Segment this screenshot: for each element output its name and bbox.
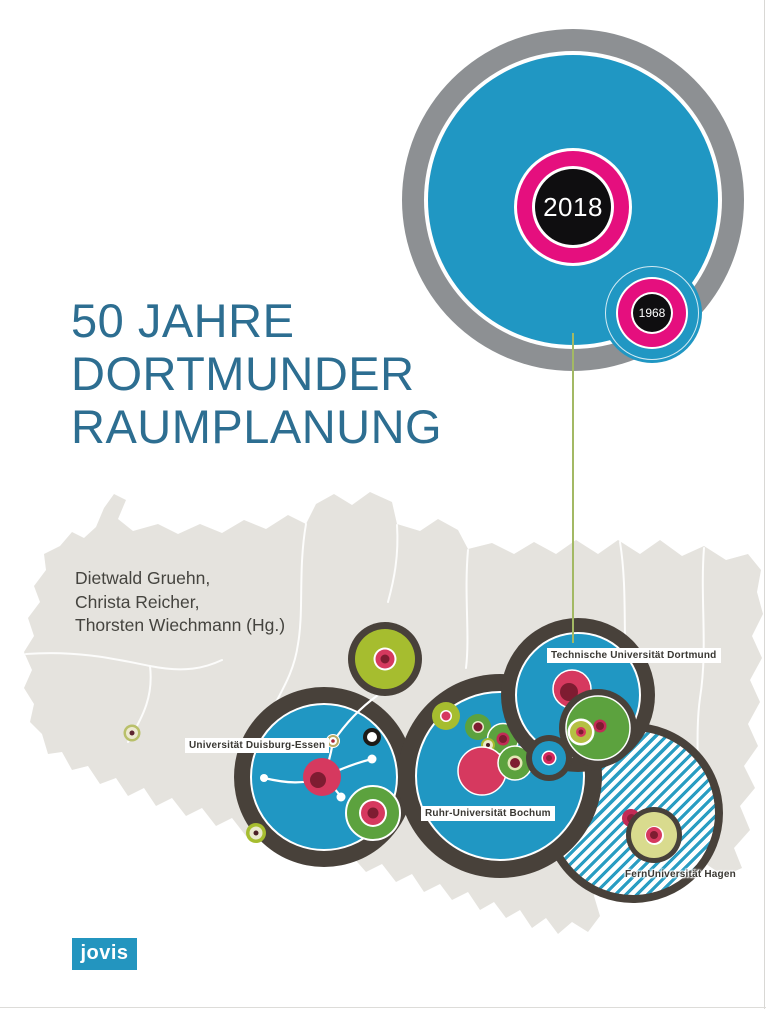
editors-list: Dietwald Gruehn, Christa Reicher, Thorst… xyxy=(75,567,285,638)
publisher-logo: jovis xyxy=(72,938,137,970)
editor-name: Dietwald Gruehn, xyxy=(75,568,211,588)
timeline-connector-line xyxy=(571,333,574,643)
year-bubble-1968-inner-outline xyxy=(605,266,699,360)
title-line-2: DORTMUNDER xyxy=(71,347,415,400)
title-line-1: 50 JAHRE xyxy=(71,294,295,347)
cover-bottom-edge xyxy=(0,1006,766,1008)
editor-name: Thorsten Wiechmann (Hg.) xyxy=(75,615,286,635)
cover-right-edge xyxy=(763,0,765,1009)
university-label-hagen: FernUniversität Hagen xyxy=(625,869,736,880)
hagen-center-core xyxy=(650,831,658,839)
title-line-3: RAUMPLANUNG xyxy=(71,400,443,453)
year-label-1968: 1968 xyxy=(633,294,671,332)
editor-name: Christa Reicher, xyxy=(75,591,200,612)
university-label-bochum: Ruhr-Universität Bochum xyxy=(421,806,555,821)
university-label-dortmund: Technische Universität Dortmund xyxy=(547,648,721,663)
university-label-duisburg-essen: Universität Duisburg-Essen xyxy=(185,738,330,753)
page-title: 50 JAHRE DORTMUNDER RAUMPLANUNG xyxy=(71,294,442,453)
year-label-2018: 2018 xyxy=(535,169,611,245)
